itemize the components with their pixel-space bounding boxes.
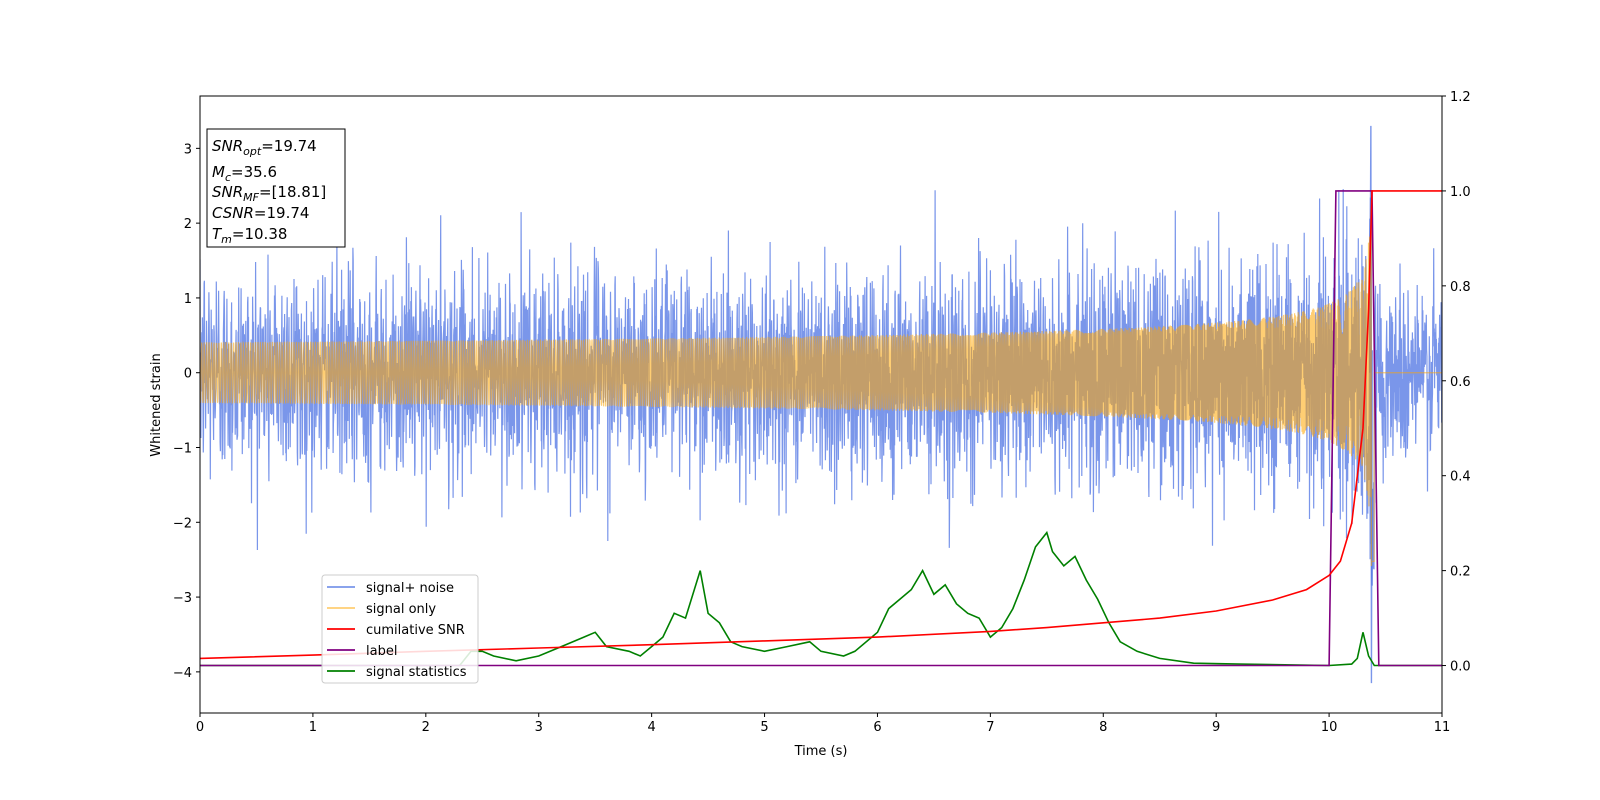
x-tick-label: 11 [1434,720,1451,735]
annotation-line: SNRopt=19.74 [212,137,317,158]
axes: 0 1 2 3 4 5 6 7 8 9 10 11 −4 −3 −2 −1 0 1 2 3 0.0 0.2 0.4 0.6 0.… [173,90,1471,735]
x-tick-label: 7 [986,720,994,735]
legend-label: signal only [366,602,436,617]
x-tick-label: 1 [309,720,317,735]
x-tick-label: 2 [422,720,430,735]
legend-label: signal+ noise [366,581,454,596]
series-label [200,190,1442,667]
y-tick-label-right: 1.2 [1450,90,1471,105]
series-cumulative-snr [200,190,1442,660]
y-tick-label-left: 1 [184,292,192,307]
x-tick-label: 5 [760,720,768,735]
y-tick-label-left: 3 [184,142,192,157]
legend-label: signal statistics [366,665,467,680]
annotation-line: CSNR=19.74 [212,204,309,222]
y-tick-label-right: 0.0 [1450,660,1471,675]
y-axis-label: Whitened strain [149,353,164,456]
annotation-line: Tm=10.38 [212,225,287,246]
x-tick-label: 6 [873,720,881,735]
x-tick-label: 8 [1099,720,1107,735]
plot-series [200,125,1442,684]
x-tick-label: 10 [1321,720,1338,735]
legend-label: label [366,644,397,659]
y-tick-label-left: 2 [184,217,192,232]
y-tick-label-right: 0.4 [1450,470,1471,485]
series-signal-only [200,207,1442,567]
annotation-frame [206,128,346,248]
y-tick-label-right: 0.6 [1450,375,1471,390]
y-tick-label-right: 0.2 [1450,565,1471,580]
y-tick-label-right: 1.0 [1450,185,1471,200]
x-axis-label: Time (s) [794,744,848,759]
annotation-line: Mc=35.6 [212,163,277,184]
x-tick-label: 9 [1212,720,1220,735]
x-tick-label: 0 [196,720,204,735]
y-tick-label-left: −4 [173,666,192,681]
legend-frame [321,574,479,684]
y-tick-label-left: −2 [173,516,192,531]
legend-label: cumilative SNR [366,623,465,638]
legend: signal+ noise signal only cumilative SNR la… [321,574,479,684]
y-tick-label-left: 0 [184,367,192,382]
y-tick-label-right: 0.8 [1450,280,1471,295]
y-tick-label-left: −3 [173,591,192,606]
series-signal-statistics [200,530,1442,667]
plot-frame [199,95,1443,714]
annotation-box: SNRopt=19.74 Mc=35.6SNRMF=[18.81]CSNR=19.… [206,128,346,248]
x-tick-label: 3 [535,720,543,735]
annotation-line: SNRMF=[18.81] [212,183,326,204]
y-tick-label-left: −1 [173,442,192,457]
x-tick-label: 4 [647,720,655,735]
